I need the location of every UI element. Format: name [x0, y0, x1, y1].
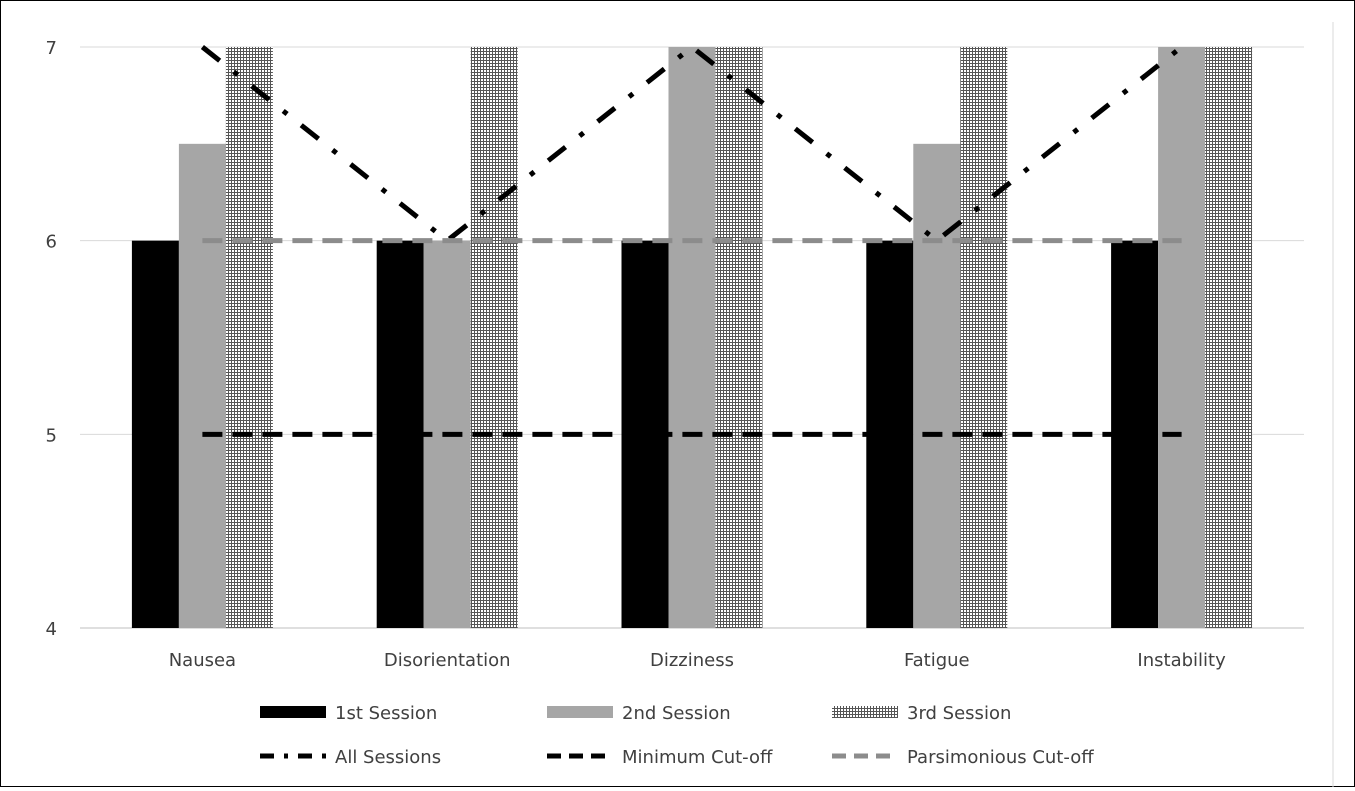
x-tick-label: Nausea — [169, 650, 236, 671]
x-tick-label: Dizziness — [650, 650, 734, 671]
legend-label: 3rd Session — [907, 703, 1011, 724]
legend: 1st Session 2nd Session 3rd Session All Ses… — [260, 703, 1094, 768]
legend-swatch — [547, 706, 613, 718]
bar — [225, 47, 273, 628]
x-tick-label: Disorientation — [384, 650, 511, 671]
bar — [715, 47, 763, 628]
series-line — [200, 43, 1184, 244]
legend-label: Parsimonious Cut-off — [907, 747, 1094, 768]
bar — [1158, 47, 1206, 628]
y-tick-label: 4 — [46, 619, 57, 640]
legend-label: All Sessions — [335, 747, 441, 768]
y-axis-ticks: 4 5 6 7 — [46, 38, 57, 640]
legend-item: All Sessions — [260, 747, 441, 768]
x-axis-ticks: Nausea Disorientation Dizziness Fatigue Inst… — [169, 650, 1226, 671]
legend-swatch — [260, 706, 326, 718]
bar — [178, 143, 226, 629]
bar — [1205, 47, 1253, 628]
legend-item: 2nd Session — [547, 703, 731, 724]
bar — [131, 240, 179, 628]
y-tick-label: 6 — [46, 232, 57, 253]
bar — [668, 47, 716, 628]
bar — [913, 143, 961, 629]
bar — [470, 47, 518, 628]
legend-swatch — [832, 706, 898, 718]
y-tick-label: 7 — [46, 38, 57, 59]
legend-item: 1st Session — [260, 703, 437, 724]
bar — [960, 47, 1008, 628]
y-tick-label: 5 — [46, 425, 57, 446]
legend-item: Minimum Cut-off — [547, 747, 773, 768]
legend-label: 1st Session — [335, 703, 437, 724]
legend-item: Parsimonious Cut-off — [832, 747, 1094, 768]
legend-label: Minimum Cut-off — [622, 747, 773, 768]
x-tick-label: Instability — [1137, 650, 1226, 671]
legend-item: 3rd Session — [832, 703, 1011, 724]
legend-label: 2nd Session — [622, 703, 731, 724]
x-tick-label: Fatigue — [904, 650, 970, 671]
lines — [200, 43, 1184, 437]
